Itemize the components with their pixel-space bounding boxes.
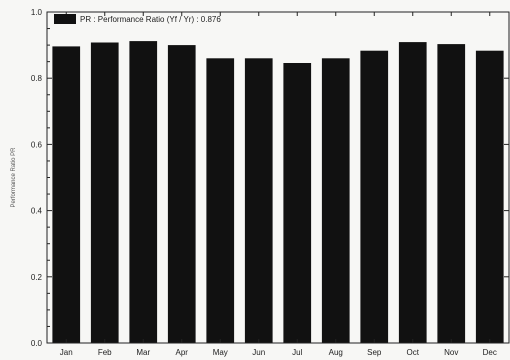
x-tick-label-oct: Oct [407,348,420,357]
bar-jun [244,58,273,344]
x-tick-label-nov: Nov [444,348,458,357]
x-tick-label-jul: Jul [292,348,302,357]
y-tick-label: 0.6 [31,140,43,149]
bar-jan [52,46,81,344]
x-tick-label-aug: Aug [329,348,343,357]
y-tick-label: 0.8 [31,74,43,83]
bar-nov [437,44,466,343]
bar-aug [321,58,350,344]
y-axis-label: Performance Ratio PR [11,147,17,208]
x-tick-label-jun: Jun [252,348,265,357]
bar-oct [398,42,427,343]
bars-group [52,41,504,344]
x-tick-label-jan: Jan [60,348,73,357]
bar-sep [360,50,389,343]
x-axis: Jan Feb Mar Apr May Jun Jul Aug Sep Oct Nov Dec [60,12,497,357]
legend-label: PR : Performance Ratio (Yf / Yr) : 0.876 [80,15,221,24]
bar-apr [167,45,196,343]
bar-jul [283,63,312,343]
y-tick-label: 0.4 [31,207,43,216]
y-tick-label: 0.2 [31,273,43,282]
y-tick-label: 0.0 [31,339,43,348]
bar-may [206,58,235,344]
x-tick-label-feb: Feb [98,348,112,357]
bar-dec [475,50,504,343]
legend-swatch [54,14,76,24]
plot-frame [46,11,510,344]
bar-feb [90,42,119,343]
x-tick-label-mar: Mar [136,348,150,357]
x-tick-label-apr: Apr [176,348,189,357]
x-tick-label-dec: Dec [483,348,497,357]
x-tick-label-sep: Sep [367,348,382,357]
bar-mar [129,41,158,343]
x-tick-label-may: May [213,348,228,357]
y-tick-label: 1.0 [31,8,43,17]
legend: PR : Performance Ratio (Yf / Yr) : 0.876 [54,14,221,24]
